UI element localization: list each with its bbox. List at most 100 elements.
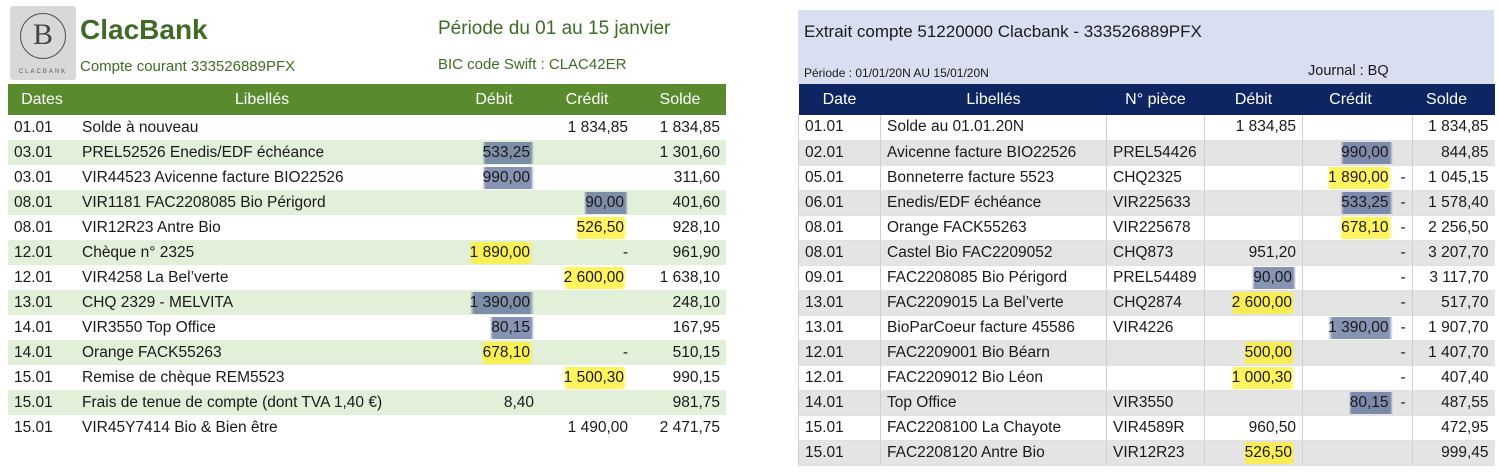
solde-cell-value: 472,95 (1441, 418, 1489, 436)
date-cell-value: 01.01 (14, 118, 53, 136)
sign-cell (1398, 415, 1413, 441)
date-cell: 09.01 (798, 265, 881, 291)
credit-cell-value: 1 390,00 (1324, 316, 1393, 339)
debit-cell (448, 115, 540, 140)
credit-cell: - (540, 240, 634, 265)
debit-cell-value: 90,00 (1249, 266, 1296, 289)
credit-cell: 1 490,00 (540, 415, 634, 440)
table-row: 15.01 FAC2208120 Antre Bio VIR12R23 526,50 9… (798, 440, 1495, 466)
label-cell: VIR4258 La Bel’verte (76, 265, 448, 290)
label-cell: VIR3550 Top Office (76, 315, 448, 340)
date-cell-value: 14.01 (14, 343, 53, 361)
date-cell-value: 08.01 (805, 243, 844, 261)
piece-cell (1106, 365, 1205, 391)
solde-cell-value: 407,40 (1441, 368, 1489, 386)
debit-cell: 1 390,00 (448, 290, 540, 315)
sign-cell-value: - (1400, 393, 1406, 411)
solde-cell-value: 1 907,70 (1428, 318, 1489, 336)
sign-cell-value: - (1400, 368, 1406, 386)
ledger-header-band: Extrait compte 51220000 Clacbank - 33352… (798, 10, 1494, 84)
label-cell: FAC2209012 Bio Léon (880, 365, 1107, 391)
piece-cell-value: CHQ873 (1113, 243, 1174, 261)
date-cell: 12.01 (8, 265, 76, 290)
solde-cell: 1 907,70 (1411, 315, 1495, 341)
sign-cell: - (1398, 290, 1413, 316)
date-cell: 08.01 (8, 215, 76, 240)
debit-cell (448, 190, 540, 215)
table-row: 13.01 BioParCoeur facture 45586 VIR4226 1 3… (798, 315, 1495, 341)
date-cell: 14.01 (8, 315, 76, 340)
debit-cell-value: 1 390,00 (465, 291, 534, 314)
solde-cell: 407,40 (1411, 365, 1495, 391)
table-row: 02.01 Avicenne facture BIO22526 PREL54426 9… (798, 140, 1495, 166)
debit-cell-value: 1 000,30 (1227, 366, 1296, 389)
credit-cell (540, 165, 634, 190)
label-cell-value: VIR3550 Top Office (82, 318, 216, 336)
sign-cell: - (1398, 390, 1413, 416)
credit-cell (1302, 440, 1399, 466)
date-cell: 12.01 (8, 240, 76, 265)
label-cell-value: Solde au 01.01.20N (887, 118, 1025, 136)
solde-cell: 961,90 (634, 240, 726, 265)
label-cell: Solde à nouveau (76, 115, 448, 140)
label-cell-value: VIR12R23 Antre Bio (82, 218, 221, 236)
label-cell: Avicenne facture BIO22526 (880, 140, 1107, 166)
solde-cell-value: 1 407,70 (1428, 343, 1489, 361)
label-cell: VIR45Y7414 Bio & Bien être (76, 415, 448, 440)
solde-cell-value: 248,10 (672, 293, 720, 311)
bank-statement: B CLACBANK ClacBank Compte courant 33352… (0, 0, 730, 474)
solde-cell: 990,15 (634, 365, 726, 390)
label-cell-value: Avicenne facture BIO22526 (887, 143, 1077, 161)
debit-cell (1204, 165, 1303, 191)
col-header-piece: N° pièce (1106, 84, 1205, 115)
label-cell: BioParCoeur facture 45586 (880, 315, 1107, 341)
label-cell: FAC2209015 La Bel’verte (880, 290, 1107, 316)
label-cell-value: BioParCoeur facture 45586 (887, 318, 1075, 336)
date-cell-value: 12.01 (14, 243, 53, 261)
table-row: 14.01 Orange FACK55263 678,10 - 510,15 (8, 340, 726, 365)
label-cell-value: Frais de tenue de compte (dont TVA 1,40 … (82, 393, 383, 411)
credit-cell-value: 526,50 (572, 216, 628, 239)
date-cell-value: 03.01 (14, 168, 53, 186)
ledger-period: Période : 01/01/20N AU 15/01/20N (804, 66, 989, 80)
solde-cell-value: 1 045,15 (1428, 168, 1489, 186)
sign-cell-value: - (1400, 193, 1406, 211)
date-cell: 13.01 (798, 290, 881, 316)
bank-name: ClacBank (80, 14, 208, 45)
label-cell: Chèque n° 2325 (76, 240, 448, 265)
solde-cell: 401,60 (634, 190, 726, 215)
debit-cell: 1 000,30 (1204, 365, 1303, 391)
label-cell-value: FAC2209012 Bio Léon (887, 368, 1043, 386)
credit-cell: 526,50 (540, 215, 634, 240)
table-row: 03.01 PREL52526 Enedis/EDF échéance 533,25… (8, 140, 726, 165)
label-cell: FAC2208120 Antre Bio (880, 440, 1107, 466)
date-cell: 01.01 (798, 115, 881, 141)
logo-caption: CLACBANK (18, 69, 68, 75)
piece-cell: VIR12R23 (1106, 440, 1205, 466)
piece-cell: CHQ2874 (1106, 290, 1205, 316)
sign-cell-value: - (1400, 293, 1406, 311)
label-cell: Orange FACK55263 (76, 340, 448, 365)
label-cell: Frais de tenue de compte (dont TVA 1,40 … (76, 390, 448, 415)
table-row: 14.01 Top Office VIR3550 80,15- 487,55 (798, 390, 1495, 416)
solde-cell-value: 517,70 (1441, 293, 1489, 311)
label-cell: PREL52526 Enedis/EDF échéance (76, 140, 448, 165)
credit-cell-value: 1 834,85 (567, 118, 628, 136)
date-cell-value: 09.01 (805, 268, 844, 286)
piece-cell: VIR225633 (1106, 190, 1205, 216)
date-cell: 06.01 (798, 190, 881, 216)
solde-cell: 1 578,40 (1411, 190, 1495, 216)
solde-cell: 3 207,70 (1411, 240, 1495, 266)
debit-cell: 960,50 (1204, 415, 1303, 441)
label-cell: Castel Bio FAC2209052 (880, 240, 1107, 266)
label-cell-value: Orange FACK55263 (887, 218, 1027, 236)
solde-cell-value: 487,55 (1441, 393, 1489, 411)
date-cell-value: 08.01 (14, 193, 53, 211)
label-cell-value: FAC2209015 La Bel’verte (887, 293, 1064, 311)
credit-cell: 1 890,00 (1302, 165, 1399, 191)
date-cell: 14.01 (798, 390, 881, 416)
solde-cell-value: 1 834,85 (1428, 118, 1489, 136)
debit-cell-value: 678,10 (478, 341, 534, 364)
debit-cell-value: 951,20 (1248, 243, 1296, 261)
debit-cell: 526,50 (1204, 440, 1303, 466)
